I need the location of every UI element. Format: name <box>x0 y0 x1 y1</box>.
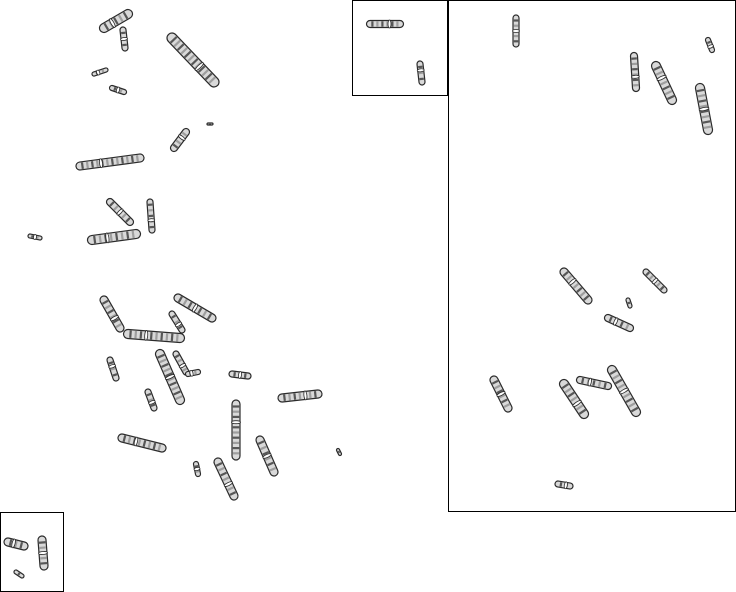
chromosome <box>367 20 404 28</box>
chromosome <box>119 27 129 52</box>
chromosome-band <box>148 209 153 212</box>
chromosome <box>625 297 632 308</box>
chromosome <box>87 228 141 245</box>
chromosome-band <box>233 405 239 407</box>
chromosome <box>105 197 136 228</box>
chromosome-band <box>233 447 239 449</box>
chromosome-band <box>233 426 239 428</box>
chromosome <box>117 433 167 454</box>
chromosome <box>91 67 108 77</box>
chromosome-band <box>233 437 239 439</box>
centromere <box>144 330 148 340</box>
chromosome <box>229 370 252 380</box>
chromosome <box>278 389 323 403</box>
chromosome <box>558 266 594 306</box>
chromosome-band <box>149 215 154 218</box>
chromosome <box>704 37 715 54</box>
chromosome-band <box>371 21 373 26</box>
chromosome <box>212 456 240 501</box>
centromere <box>513 30 520 33</box>
chromosome <box>3 537 29 552</box>
centromere <box>388 20 391 28</box>
chromosome-body <box>99 295 126 334</box>
chromosome-band <box>233 442 239 444</box>
chromosome-body <box>169 127 191 153</box>
chromosome <box>641 267 668 294</box>
chromosome <box>207 123 213 125</box>
chromosome-band <box>391 21 393 26</box>
chromosome <box>554 480 573 490</box>
chromosome <box>488 374 514 413</box>
centromere <box>232 421 241 424</box>
chromosome <box>232 400 241 460</box>
chromosome-band <box>233 431 239 433</box>
chromosome-band <box>632 68 638 71</box>
chromosome <box>98 294 126 333</box>
chromosome-band <box>376 21 378 26</box>
chromosome-band <box>514 35 518 37</box>
chromosome <box>605 364 642 419</box>
chromosome-band <box>514 19 518 21</box>
chromosome <box>576 375 613 390</box>
chromosome-band <box>514 40 518 42</box>
chromosome-band <box>633 84 639 87</box>
chromosome-band <box>631 57 637 60</box>
chromosome <box>75 153 144 171</box>
chromosome-band <box>632 63 638 66</box>
chromosome <box>336 448 342 456</box>
chromosome-band <box>233 452 239 454</box>
chromosome-band <box>209 124 211 125</box>
chromosome <box>109 84 128 95</box>
chromosome <box>13 569 25 579</box>
chromosome-band <box>633 79 639 82</box>
chromosome-band <box>150 226 155 229</box>
centromere <box>38 551 47 555</box>
chromosome <box>169 127 192 153</box>
chromosome <box>144 388 159 412</box>
chromosome-band <box>396 21 398 26</box>
chromosome <box>603 313 635 333</box>
chromosome <box>37 536 49 571</box>
chromosome-band <box>233 411 239 413</box>
chromosome <box>106 356 121 382</box>
chromosome <box>513 15 520 47</box>
chromosome <box>416 61 426 86</box>
chromosome <box>165 31 222 90</box>
chromosome <box>630 52 640 91</box>
chromosome-body <box>123 329 185 343</box>
chromosome <box>694 83 714 136</box>
chromosome-band <box>148 203 153 206</box>
chromosome <box>28 233 43 241</box>
chromosome-body <box>603 313 634 332</box>
chromosome-band <box>514 25 518 27</box>
centromere <box>631 75 639 78</box>
centromere <box>148 218 155 221</box>
chromosome-band <box>381 21 383 26</box>
chromosome-band <box>233 416 239 418</box>
chromosome <box>123 329 185 344</box>
chromosome-body <box>232 400 240 460</box>
chromosome-body <box>76 154 145 171</box>
chromosome <box>193 461 202 477</box>
chromosome <box>167 310 186 335</box>
chromosome <box>254 435 279 478</box>
chromosome <box>650 60 679 106</box>
chromosome <box>98 7 135 34</box>
chromosome <box>146 199 155 233</box>
